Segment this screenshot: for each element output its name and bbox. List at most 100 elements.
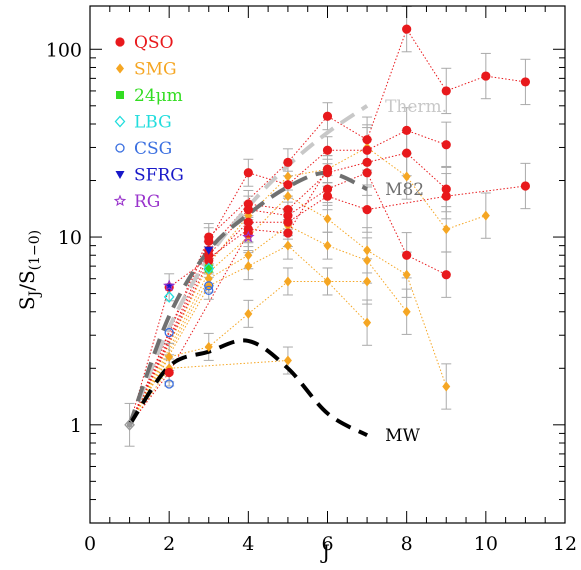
- qso-line-0: [129, 27, 526, 425]
- qso-point-4-5: [362, 205, 372, 215]
- qso-line-1: [129, 129, 447, 425]
- smg-point-2-4: [323, 240, 332, 251]
- legend-marker-1: [116, 63, 124, 74]
- qso-point-1-5: [362, 145, 372, 155]
- qso-point-5-3: [283, 228, 293, 238]
- x-tick-label: 8: [401, 533, 413, 555]
- legend-marker-5: [115, 171, 125, 179]
- qso-point-1-1: [204, 236, 214, 246]
- legend-marker-2: [116, 91, 124, 99]
- legend-label-2: 24μm: [134, 86, 183, 106]
- norm-point: [124, 418, 135, 431]
- qso-point-0-6: [441, 86, 451, 96]
- axes: 0 2 4 6 8 10 12 1 10 100: [46, 5, 577, 555]
- qso-point-3-6: [402, 250, 412, 260]
- qso-point-4-4: [322, 191, 333, 201]
- legend: QSO SMG 24μm LBG CSG SFRG RG: [113, 33, 184, 212]
- qso-line-6: [129, 232, 249, 426]
- legend-marker-0: [115, 37, 125, 47]
- smg-line-1: [129, 195, 447, 426]
- qso-point-0-8: [520, 77, 531, 87]
- smg-point-2-2: [244, 250, 253, 261]
- smg-point-4-6: [363, 276, 372, 287]
- legend-label-0: QSO: [134, 33, 174, 53]
- qso-point-0-3: [322, 111, 333, 121]
- qso-point-1-6: [402, 125, 412, 135]
- legend-marker-4: [115, 143, 125, 153]
- smg-point-0-8: [481, 210, 490, 221]
- csg-point-3: [204, 281, 214, 291]
- x-axis-label: J: [320, 540, 330, 564]
- smg-point-3-3: [283, 240, 292, 251]
- qso-point-4-1: [204, 255, 214, 266]
- qso-point-0-4: [362, 135, 372, 145]
- qso-point-2-7: [441, 184, 451, 194]
- qso-line-2: [129, 152, 447, 426]
- x-tick-label: 0: [84, 533, 96, 555]
- qso-line-5: [129, 168, 328, 425]
- qso-point-1-4: [322, 145, 333, 155]
- data-points: [124, 24, 531, 431]
- smg-point-1-3: [283, 191, 292, 202]
- legend-marker-3: [114, 115, 126, 128]
- qso-line-3: [129, 172, 447, 426]
- csg-point-2: [204, 285, 214, 296]
- qso-point-4-7: [520, 181, 531, 191]
- smg-point-4-5: [323, 276, 332, 287]
- smg-line-5: [129, 360, 288, 426]
- smg-point-1-6: [402, 269, 411, 280]
- smg-point-4-4: [283, 276, 292, 287]
- model-curve-2: [127, 338, 369, 437]
- legend-marker-6: [113, 194, 127, 207]
- qso-point-4-3: [283, 217, 293, 227]
- qso-point-1-2: [243, 168, 253, 178]
- 24um-point-0: [204, 264, 213, 273]
- plot-background: [90, 6, 565, 523]
- smg-point-0-6: [402, 171, 411, 182]
- csg-point-1: [164, 379, 174, 389]
- legend-label-1: SMG: [134, 60, 177, 80]
- y-axis-label: SJ/S(1−0): [15, 230, 43, 310]
- lbg-point-1: [203, 262, 215, 275]
- y-tick-label: 1: [70, 415, 82, 437]
- qso-point-3-4: [322, 184, 333, 194]
- smg-point-1-7: [442, 381, 451, 392]
- x-tick-label: 2: [163, 533, 175, 555]
- legend-label-6: RG: [134, 192, 160, 212]
- smg-point-2-1: [204, 273, 213, 284]
- smg-point-1-5: [363, 245, 372, 256]
- x-tick-label: 12: [553, 533, 577, 555]
- qso-point-0-7: [481, 71, 491, 81]
- qso-point-4-2: [243, 217, 253, 227]
- model-label-2: MW: [385, 426, 420, 446]
- qso-point-3-2: [243, 205, 253, 215]
- x-tick-label: 4: [242, 533, 254, 555]
- legend-label-3: LBG: [134, 113, 172, 133]
- norm-point-fill: [126, 422, 133, 428]
- legend-label-4: CSG: [134, 139, 172, 159]
- lbg-point-0: [163, 290, 175, 303]
- legend-label-5: SFRG: [134, 166, 184, 186]
- smg-point-1-4: [323, 213, 332, 224]
- model-label-0: Therm.: [385, 97, 447, 117]
- qso-point-0-5: [402, 24, 412, 34]
- smg-line-3: [129, 244, 368, 426]
- plot-area: [90, 6, 565, 523]
- qso-point-4-6: [441, 191, 451, 201]
- smg-point-3-5: [363, 317, 372, 328]
- model-curves: Therm. M82 MW: [127, 97, 447, 446]
- model-label-1: M82: [385, 180, 424, 200]
- smg-point-0-3: [283, 171, 292, 182]
- smg-point-0-7: [442, 224, 451, 235]
- qso-point-6-1: [164, 367, 174, 378]
- smg-point-4-2: [204, 341, 213, 352]
- qso-point-1-7: [441, 140, 451, 150]
- x-tick-label: 6: [321, 533, 333, 555]
- qso-point-5-4: [322, 164, 333, 174]
- sfrg-point-1: [204, 246, 214, 255]
- smg-point-4-3: [244, 308, 253, 319]
- qso-point-3-7: [441, 270, 451, 280]
- rg-point-1: [242, 230, 255, 243]
